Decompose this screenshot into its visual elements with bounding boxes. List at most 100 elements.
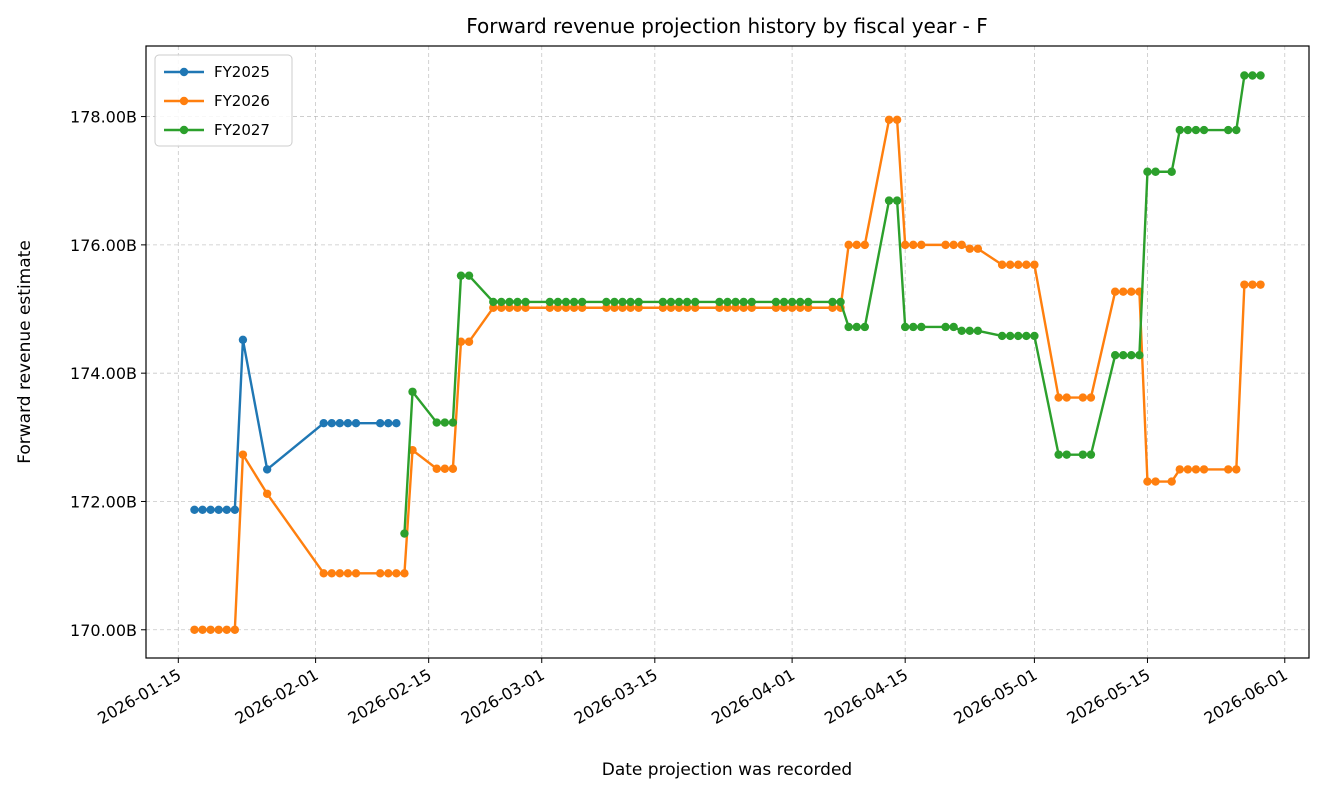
data-point [577,297,587,307]
data-point [723,297,732,307]
data-point [1191,125,1201,135]
data-point [513,303,522,312]
data-point [973,326,983,336]
data-point [448,464,458,473]
data-point [489,303,498,312]
data-point [222,505,231,515]
data-point [731,303,740,312]
data-point [1127,287,1136,296]
data-point [1030,331,1039,341]
data-point [230,625,240,634]
data-point [602,303,611,312]
data-point [634,297,643,307]
data-point [1199,125,1209,135]
data-point [941,322,950,332]
data-point [1014,331,1023,341]
data-point [731,297,740,307]
data-point [190,505,199,515]
data-point [1183,125,1193,135]
data-point [214,625,223,634]
legend-label: FY2025 [214,63,270,81]
data-point [771,297,781,307]
data-point [682,303,692,312]
data-point [1005,331,1015,341]
data-point [1175,125,1184,135]
data-point [222,625,231,634]
data-point [1167,477,1176,486]
data-point [1062,450,1071,459]
data-point [1127,351,1136,360]
series-fy2027 [400,71,1265,538]
data-point [1240,280,1249,289]
data-point [392,569,401,578]
data-point [464,337,474,346]
y-tick-label: 170.00B [70,621,137,640]
data-point [1248,71,1257,80]
data-point [1143,167,1152,176]
data-point [917,322,926,332]
data-point [602,297,611,307]
data-point [327,569,336,578]
data-point [626,297,635,307]
data-point [448,418,458,427]
data-point [852,322,861,332]
data-point [214,505,223,515]
data-point [634,303,643,312]
data-point [343,569,353,578]
grid-lines [146,46,1309,658]
data-point [828,303,837,312]
data-point [206,505,215,515]
data-point [1183,465,1193,474]
legend: FY2025 FY2026 FY2027 [154,54,293,147]
plot-frame [145,45,1310,659]
data-point [997,331,1007,341]
data-point [884,115,894,124]
data-point [618,297,627,307]
data-point [335,419,345,428]
data-point [747,303,756,312]
data-point [1232,465,1241,474]
x-axis-title: Date projection was recorded [602,760,852,780]
data-point [343,419,353,428]
data-point [844,240,853,250]
data-point [1135,351,1144,360]
data-point [1062,393,1071,402]
series-fy2025 [190,335,401,515]
data-point [456,271,466,280]
data-point [957,326,966,336]
data-point [1119,351,1128,360]
data-point [577,303,587,312]
data-point [1191,465,1201,474]
data-point [1110,351,1120,360]
data-point [1119,287,1128,296]
data-point [973,244,983,253]
legend-label: FY2027 [214,121,270,139]
data-point [666,303,676,312]
data-point [521,297,530,307]
data-point [351,419,361,428]
data-point [723,303,732,312]
data-point [1022,331,1031,341]
data-point [400,529,409,538]
series-layer [190,71,1265,634]
data-point [1110,287,1120,296]
data-point [1086,393,1096,402]
y-tick-label: 178.00B [70,108,137,127]
data-point [190,625,199,634]
data-point [690,303,700,312]
data-point [618,303,627,312]
data-point [997,260,1007,269]
data-point [545,297,555,307]
data-point [828,297,837,307]
data-point [682,297,692,307]
data-point [892,115,902,124]
data-point [787,303,797,312]
data-point [610,303,619,312]
data-point [1224,465,1233,474]
data-point [900,240,910,250]
data-point [957,240,966,250]
data-point [1078,450,1088,459]
data-point [965,244,974,253]
data-point [1054,450,1063,459]
